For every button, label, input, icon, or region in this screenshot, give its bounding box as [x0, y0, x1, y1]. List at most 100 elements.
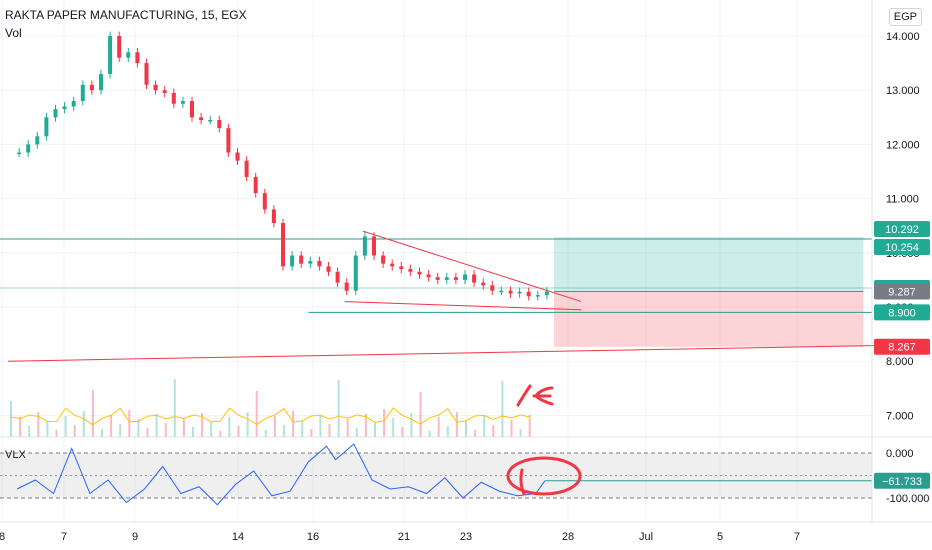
- time-tick-label: 5: [717, 531, 723, 543]
- candle-body: [153, 84, 158, 91]
- volume-bar: [246, 412, 249, 437]
- candle-body: [144, 63, 149, 85]
- volume-bar: [55, 430, 58, 437]
- time-tick-label: 21: [398, 531, 410, 543]
- candle-body: [381, 255, 386, 264]
- candle-body: [162, 90, 167, 93]
- time-tick-label: 7: [61, 531, 67, 543]
- time-tick-label: 7: [794, 531, 800, 543]
- volume-bar: [173, 379, 176, 437]
- volume-bar: [337, 380, 340, 437]
- time-tick-label: 23: [460, 531, 472, 543]
- candle-body: [17, 152, 22, 155]
- price-tick-label: 13.000: [886, 85, 920, 97]
- volume-bar: [110, 415, 113, 437]
- candle-body: [417, 271, 422, 275]
- hand-drawn-stroke: [519, 468, 526, 496]
- candle-body: [490, 285, 495, 291]
- volume-bar: [492, 425, 495, 437]
- price-tick-label: 7.000: [886, 410, 914, 422]
- candle-body: [262, 193, 267, 210]
- volume-bar: [91, 390, 94, 437]
- candle-body: [517, 291, 522, 294]
- volume-bar: [101, 429, 103, 437]
- wedge-upper-line: [362, 230, 582, 303]
- candle-body: [390, 263, 395, 267]
- candle-body: [544, 291, 549, 296]
- candle-body: [535, 295, 540, 297]
- candle-body: [353, 255, 358, 291]
- volume-bar: [73, 425, 76, 437]
- volume-bar: [455, 412, 458, 437]
- candle-body: [108, 36, 113, 74]
- candle-body: [499, 290, 504, 293]
- candle-body: [199, 117, 204, 121]
- volume-bar: [510, 420, 513, 437]
- volume-bar: [465, 421, 467, 437]
- volume-bar: [346, 419, 349, 437]
- currency-button[interactable]: EGP: [888, 8, 922, 26]
- candle-body: [463, 274, 467, 280]
- wedge-lower-line: [344, 301, 582, 311]
- volume-bar: [374, 423, 376, 437]
- volume-bar: [273, 416, 276, 437]
- volume-bar: [64, 416, 67, 437]
- price-tick-label: 14.000: [886, 31, 920, 43]
- drawing-lines[interactable]: [0, 230, 909, 362]
- target-zone: [554, 236, 864, 292]
- candle-body: [299, 255, 304, 264]
- candle-body: [244, 160, 249, 177]
- candle-body: [472, 274, 477, 283]
- price-series: [17, 31, 549, 301]
- volume-bar: [182, 418, 185, 437]
- volume-bar: [19, 417, 22, 437]
- candle-body: [435, 277, 440, 280]
- candle-body: [399, 266, 404, 270]
- volume-bar: [10, 401, 12, 437]
- vlx-tick-label: -100.000: [886, 493, 929, 505]
- candle-body: [508, 290, 513, 294]
- stop-zone: [554, 291, 864, 347]
- symbol-title[interactable]: RAKTA PAPER MANUFACTURING, 15, EGX: [5, 8, 247, 22]
- volume-bar: [219, 431, 222, 437]
- candle-body: [62, 106, 67, 110]
- candle-body: [481, 282, 486, 286]
- volume-bar: [383, 409, 386, 437]
- volume-bar: [146, 428, 149, 437]
- candle-body: [235, 152, 240, 161]
- price-badge: [874, 304, 930, 321]
- price-badge-text: 10.292: [885, 224, 919, 236]
- volume-bar: [82, 411, 85, 437]
- candle-body: [117, 36, 122, 58]
- candle-body: [44, 117, 49, 137]
- candle-body: [344, 282, 349, 291]
- volume-bar: [155, 414, 158, 437]
- volume-bar: [446, 426, 449, 437]
- price-badge: [874, 283, 930, 300]
- time-tick-label: 9: [132, 531, 138, 543]
- price-badge: [874, 338, 930, 355]
- candle-body: [335, 271, 340, 283]
- vlx-oscillator: [0, 443, 872, 506]
- time-tick-label: 8: [0, 531, 5, 543]
- volume-bar: [528, 415, 531, 437]
- volume-bars: [10, 379, 531, 437]
- volume-bar: [301, 420, 304, 437]
- price-badge-text: 9.287: [888, 286, 916, 298]
- long-position-tool[interactable]: [554, 236, 864, 347]
- volume-bar: [164, 423, 167, 437]
- candle-body: [408, 269, 413, 272]
- candle-body: [308, 260, 313, 264]
- volume-bar: [392, 418, 395, 437]
- candle-body: [372, 236, 376, 256]
- candle-body: [99, 73, 103, 91]
- hand-drawn-arrow: [532, 386, 554, 406]
- price-tick-label: 12.000: [886, 139, 920, 151]
- candle-body: [271, 209, 276, 223]
- candle-body: [35, 136, 40, 145]
- candle-body: [208, 120, 213, 122]
- volume-bar: [119, 424, 122, 437]
